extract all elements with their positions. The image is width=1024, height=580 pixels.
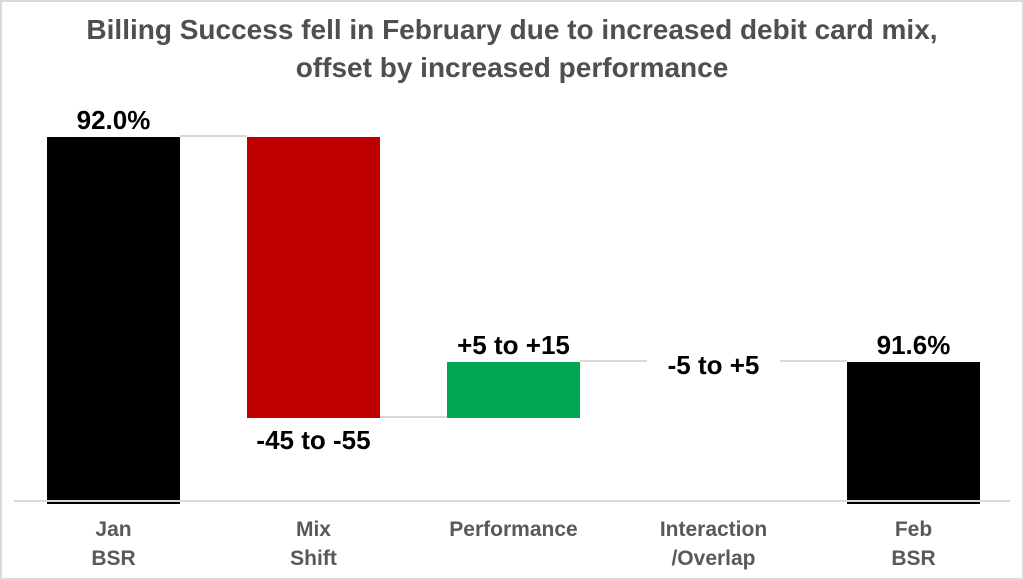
bar-performance <box>447 361 580 418</box>
chart-title: Billing Success fell in February due to … <box>2 11 1022 87</box>
category-label-line: Performance <box>449 518 578 541</box>
category-label-line: Interaction <box>659 518 768 541</box>
category-label-line: Feb <box>894 518 933 541</box>
value-label-interaction-overlap: -5 to +5 <box>667 349 760 380</box>
value-label-performance: +5 to +15 <box>457 329 570 360</box>
value-label-feb-bsr: 91.6% <box>876 329 951 360</box>
value-label-mix-shift: -45 to -55 <box>256 424 371 455</box>
category-label-jan-bsr: Jan BSR <box>14 515 213 573</box>
connector-3 <box>580 359 647 362</box>
value-label-jan-bsr: 92.0% <box>76 104 151 135</box>
category-label-feb-bsr: Feb BSR <box>814 515 1013 573</box>
chart-title-line2: offset by increased performance <box>295 52 729 83</box>
connector-2 <box>380 415 447 418</box>
chart-title-line1: Billing Success fell in February due to … <box>86 14 938 45</box>
bar-jan-bsr <box>47 136 180 504</box>
connector-1 <box>180 134 247 137</box>
x-axis-baseline <box>14 500 1010 502</box>
category-label-performance: Performance <box>414 515 613 544</box>
category-label-line: BSR <box>91 547 136 570</box>
category-label-mix-shift: Mix Shift <box>214 515 413 573</box>
connector-4 <box>780 359 847 362</box>
bar-feb-bsr <box>847 361 980 504</box>
category-label-line: /Overlap <box>671 547 756 570</box>
category-label-line: BSR <box>891 547 936 570</box>
bar-mix-shift <box>247 136 380 418</box>
category-label-line: Mix <box>295 518 331 541</box>
category-label-interaction-overlap: Interaction/Overlap <box>614 515 813 573</box>
category-label-line: Shift <box>290 547 337 570</box>
category-label-line: Jan <box>95 518 132 541</box>
